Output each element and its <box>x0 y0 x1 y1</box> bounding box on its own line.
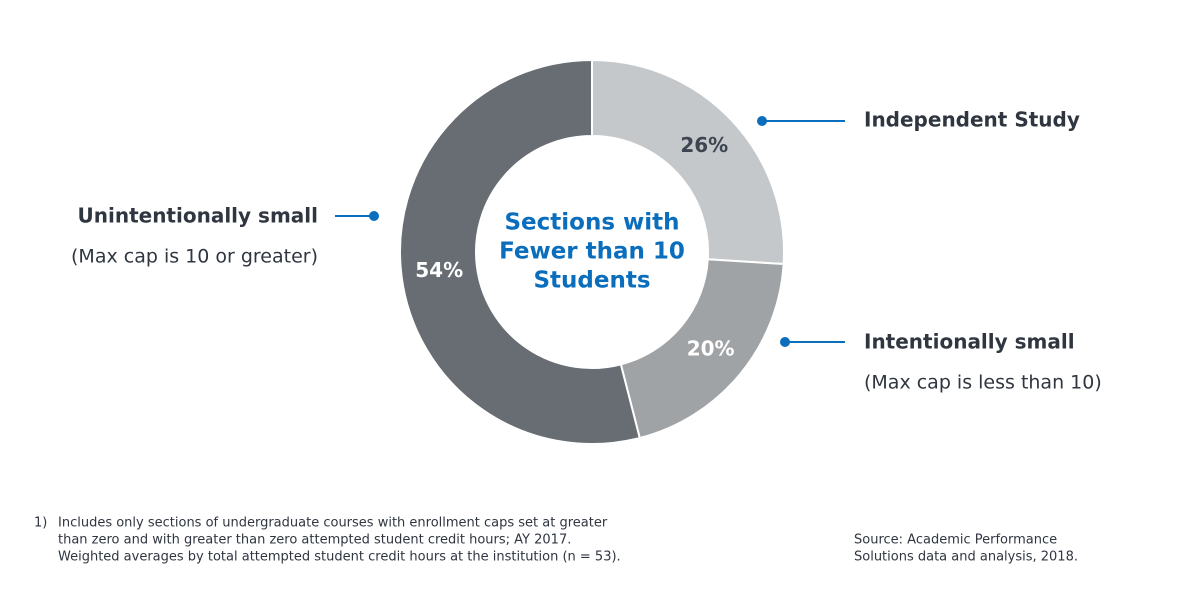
donut-slice <box>399 58 641 445</box>
source-text: Solutions data and analysis, 2018. <box>854 550 1078 565</box>
legend-label: Unintentionally small <box>78 204 319 228</box>
footnote-text: Includes only sections of undergraduate … <box>58 516 608 531</box>
legend-label: Independent Study <box>864 108 1080 132</box>
footnote-text: than zero and with greater than zero att… <box>58 533 571 548</box>
footnote-text: Weighted averages by total attempted stu… <box>58 550 621 565</box>
callout-dot <box>757 116 767 126</box>
center-title: Students <box>533 268 650 294</box>
value-label: 20% <box>687 337 735 361</box>
source-text: Source: Academic Performance <box>854 533 1057 548</box>
center-title: Sections with <box>504 210 679 236</box>
value-label: 26% <box>680 133 728 157</box>
value-label: 54% <box>415 258 463 282</box>
legend-label: Intentionally small <box>864 330 1075 354</box>
footnote-marker: 1) <box>34 516 47 531</box>
legend-note: (Max cap is less than 10) <box>864 372 1102 394</box>
legend-note: (Max cap is 10 or greater) <box>71 246 318 268</box>
center-title: Fewer than 10 <box>499 239 685 265</box>
callout-dot <box>780 337 790 347</box>
callout-dot <box>369 211 379 221</box>
donut-slice <box>591 58 785 266</box>
